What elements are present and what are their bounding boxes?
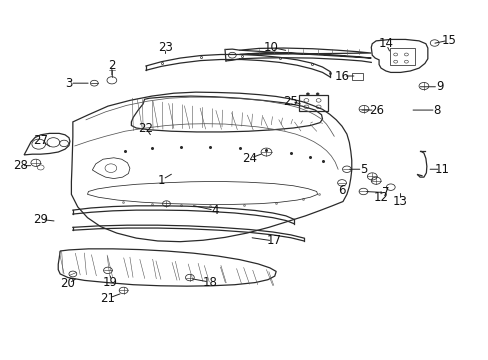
Text: 10: 10 [264, 41, 278, 54]
Text: 12: 12 [373, 192, 388, 204]
Text: 2: 2 [108, 59, 115, 72]
Text: 29: 29 [33, 213, 48, 226]
Text: 20: 20 [61, 278, 75, 291]
Circle shape [316, 93, 319, 95]
Text: 13: 13 [392, 195, 407, 208]
Text: 21: 21 [100, 292, 115, 305]
Text: 25: 25 [283, 95, 298, 108]
Text: 24: 24 [242, 152, 256, 165]
Text: 18: 18 [203, 276, 217, 289]
Text: 3: 3 [65, 77, 73, 90]
Text: 27: 27 [33, 134, 48, 147]
Text: 28: 28 [13, 159, 28, 172]
Bar [389, 48, 414, 65]
Text: 15: 15 [441, 33, 456, 47]
Text: 5: 5 [360, 163, 367, 176]
Text: 6: 6 [338, 184, 345, 197]
Text: 11: 11 [434, 163, 448, 176]
Text: 16: 16 [334, 69, 349, 82]
Text: 4: 4 [211, 204, 219, 217]
Text: 19: 19 [102, 276, 118, 289]
Text: 7: 7 [382, 186, 389, 199]
Circle shape [306, 93, 309, 95]
Text: 23: 23 [158, 41, 173, 54]
Text: 8: 8 [432, 104, 440, 117]
Bar [299, 95, 328, 111]
Text: 22: 22 [138, 122, 153, 135]
Bar [351, 73, 362, 80]
Text: 14: 14 [378, 37, 393, 50]
Text: 9: 9 [435, 80, 443, 93]
Text: 17: 17 [265, 234, 281, 247]
Text: 1: 1 [158, 174, 165, 186]
Text: 26: 26 [368, 104, 383, 117]
